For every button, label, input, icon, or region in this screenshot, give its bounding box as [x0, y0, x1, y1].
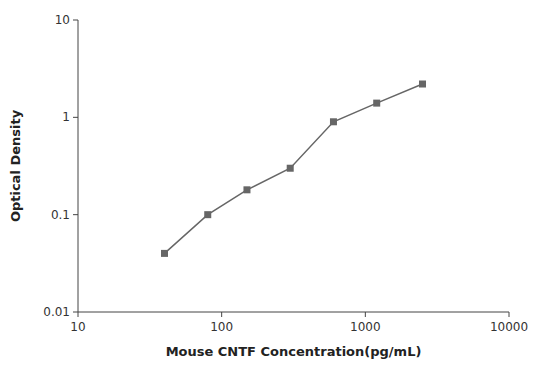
x-tick-label: 10	[70, 320, 85, 334]
x-axis-label: Mouse CNTF Concentration(pg/mL)	[166, 344, 422, 359]
x-tick	[365, 312, 366, 317]
y-tick-label: 1	[62, 110, 70, 124]
y-tick	[73, 312, 78, 313]
x-tick	[78, 312, 79, 317]
x-tick	[221, 312, 222, 317]
x-axis-line	[78, 312, 509, 313]
chart-container: 10 100 1000 10000 0.01 0.1 1 10 Mouse CNTF Conce…	[0, 0, 533, 372]
y-tick	[73, 20, 78, 21]
chart: 10 100 1000 10000 0.01 0.1 1 10 Mouse CNTF Conce…	[0, 0, 533, 372]
y-tick	[73, 214, 78, 215]
data-point	[287, 165, 294, 172]
x-tick-label: 1000	[350, 320, 381, 334]
data-point	[373, 100, 380, 107]
y-tick-label: 0.01	[43, 305, 70, 319]
y-axis-line	[78, 20, 79, 312]
data-point	[419, 81, 426, 88]
data-point	[243, 186, 250, 193]
data-point	[330, 118, 337, 125]
x-tick-label: 100	[210, 320, 233, 334]
y-axis-label: Optical Density	[8, 109, 23, 222]
x-tick-label: 10000	[490, 320, 528, 334]
y-tick-label: 0.1	[51, 208, 70, 222]
y-tick-label: 10	[55, 13, 70, 27]
data-point	[204, 211, 211, 218]
x-tick	[509, 312, 510, 317]
y-tick	[73, 117, 78, 118]
plot-area	[161, 81, 426, 257]
data-line	[164, 84, 422, 253]
data-point	[161, 250, 168, 257]
